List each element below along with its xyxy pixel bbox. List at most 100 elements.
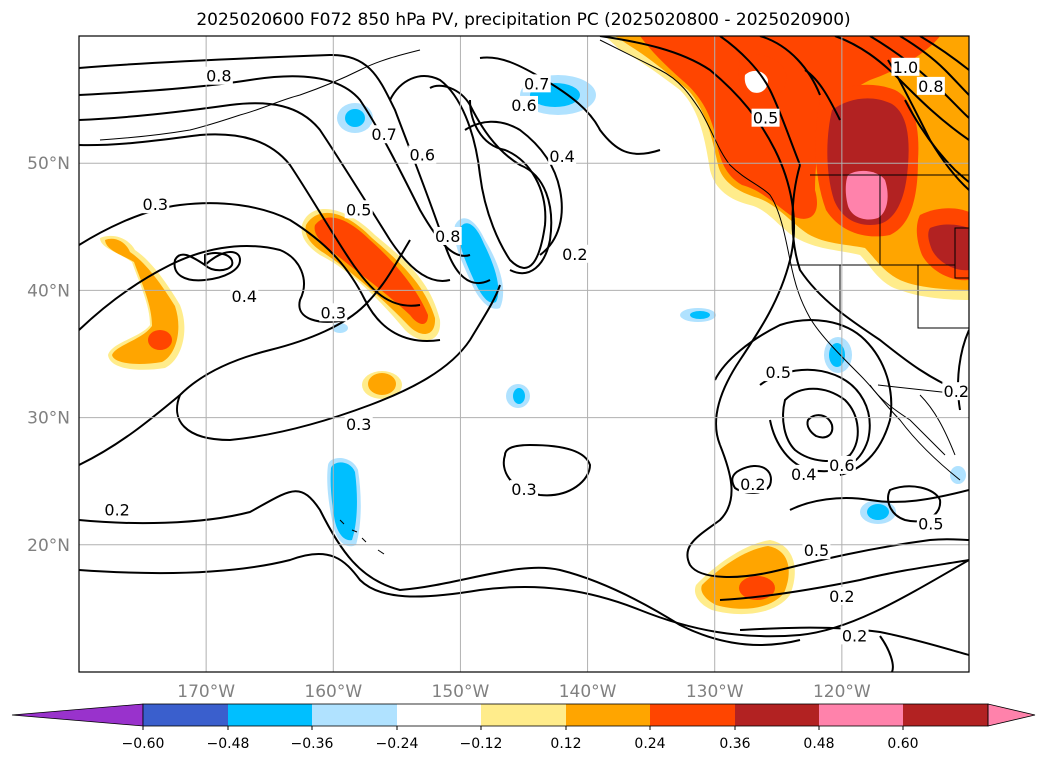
pv-contour: [389, 75, 547, 269]
pv-contour: [759, 36, 821, 96]
colorbar-tick-label: −0.48: [207, 736, 250, 752]
lon-tick-label: 130°W: [686, 682, 744, 702]
colorbar-segment: [397, 704, 481, 726]
pv-contour: [479, 56, 661, 155]
coastline: [99, 114, 241, 141]
svg-text:0.8: 0.8: [435, 227, 460, 246]
svg-text:0.5: 0.5: [918, 514, 943, 533]
svg-text:0.6: 0.6: [410, 146, 435, 165]
pv-contour-label: 0.3: [344, 415, 373, 434]
pv-contour-label: 0.5: [916, 514, 945, 533]
pv-contour: [429, 84, 553, 275]
precip-region: [867, 504, 889, 520]
precip-region: [950, 466, 966, 484]
pv-contour-label: 0.7: [370, 125, 399, 144]
precip-region: [314, 217, 428, 325]
contour-label-layer: 0.8 0.7 0.6 0.7 0.6 0.4 0.3 0.5 0.8 0.2 0.4 0.3 0.5 0…: [103, 57, 971, 645]
svg-text:0.6: 0.6: [511, 96, 536, 115]
coastline: [954, 227, 969, 279]
pv-contour: [176, 284, 501, 442]
pv-contour-label: 0.4: [548, 146, 577, 166]
svg-text:0.5: 0.5: [766, 363, 791, 382]
svg-text:0.3: 0.3: [321, 303, 346, 322]
lat-tick-label: 40°N: [27, 281, 70, 301]
svg-text:0.7: 0.7: [524, 74, 549, 93]
colorbar-segment: [650, 704, 735, 726]
pv-contour: [804, 69, 841, 121]
svg-text:0.7: 0.7: [371, 125, 396, 144]
pv-contour-label: 0.2: [560, 244, 589, 264]
plot-border: [78, 35, 970, 673]
pv-contour-label: 0.2: [738, 475, 767, 494]
pv-contour: [79, 75, 471, 257]
svg-text:0.8: 0.8: [918, 77, 943, 96]
grid-layer: [79, 36, 969, 672]
colorbar-extend-min: [11, 703, 144, 727]
precip-region: [928, 224, 969, 271]
pv-contour: [464, 120, 563, 256]
lat-tick-label: 20°N: [27, 536, 70, 556]
pv-contour: [782, 387, 859, 462]
colorbar-tick-label: 0.60: [887, 736, 918, 752]
lat-tick-layer: 50°N 40°N 30°N 20°N: [27, 154, 70, 556]
svg-text:0.6: 0.6: [829, 456, 854, 475]
pv-contour: [739, 626, 969, 656]
pv-contour: [806, 414, 834, 439]
pv-contour-label: 0.3: [141, 195, 170, 214]
svg-text:0.4: 0.4: [232, 287, 257, 306]
svg-text:0.5: 0.5: [753, 109, 778, 128]
pv-contour-label: 0.6: [827, 455, 856, 475]
precip-region: [739, 576, 775, 600]
svg-text:0.2: 0.2: [104, 500, 129, 519]
pv-contour-label: 0.2: [827, 586, 856, 606]
pv-contour: [899, 36, 969, 96]
precip-region: [459, 223, 499, 303]
pv-contour: [879, 635, 894, 672]
colorbar-segment: [903, 704, 988, 726]
pv-contour-label: 0.4: [789, 464, 818, 484]
colorbar-segment: [143, 704, 228, 726]
pv-contour: [173, 251, 242, 282]
pv-contour-label: 0.4: [230, 286, 259, 306]
coastline: [919, 394, 956, 456]
coastline: [917, 265, 969, 329]
svg-text:0.3: 0.3: [143, 195, 168, 214]
pv-contour-label: 0.6: [408, 145, 437, 165]
pv-contour-label: 0.8: [204, 66, 233, 86]
colorbar-segment: [481, 704, 566, 726]
pv-contour-label: 0.5: [751, 108, 780, 128]
svg-text:0.2: 0.2: [829, 587, 854, 606]
svg-text:0.2: 0.2: [944, 382, 969, 401]
svg-text:0.4: 0.4: [791, 465, 816, 484]
precip-region: [330, 462, 357, 541]
precip-region: [345, 109, 365, 127]
precip-region: [829, 343, 845, 367]
lat-tick-label: 30°N: [27, 409, 70, 429]
colorbar-tick-label: −0.60: [122, 736, 165, 752]
pv-contour: [957, 329, 969, 411]
svg-text:0.2: 0.2: [842, 626, 867, 645]
pv-contour-label: 1.0: [891, 57, 920, 77]
lon-tick-label: 160°W: [304, 682, 362, 702]
colorbar-segment: [819, 704, 903, 726]
pv-contour-label: 0.2: [942, 382, 971, 401]
pv-contour: [79, 239, 411, 466]
pv-contour: [759, 368, 871, 473]
pv-contour: [791, 164, 969, 396]
pv-contour-label: 0.5: [344, 200, 373, 219]
precip-region: [690, 311, 710, 319]
svg-text:0.2: 0.2: [740, 475, 765, 494]
colorbar-segment: [228, 704, 312, 726]
coastline-layer: [99, 39, 969, 555]
svg-text:0.4: 0.4: [549, 147, 574, 166]
colorbar-tick-label: 0.36: [719, 736, 750, 752]
coastline: [339, 519, 385, 555]
pv-contour: [904, 99, 969, 183]
precip-region: [148, 330, 172, 350]
svg-text:0.5: 0.5: [346, 200, 371, 219]
svg-text:1.0: 1.0: [893, 58, 918, 77]
pv-contour-layer: [79, 36, 969, 672]
pv-contour: [919, 36, 969, 71]
colorbar-segment: [735, 704, 819, 726]
